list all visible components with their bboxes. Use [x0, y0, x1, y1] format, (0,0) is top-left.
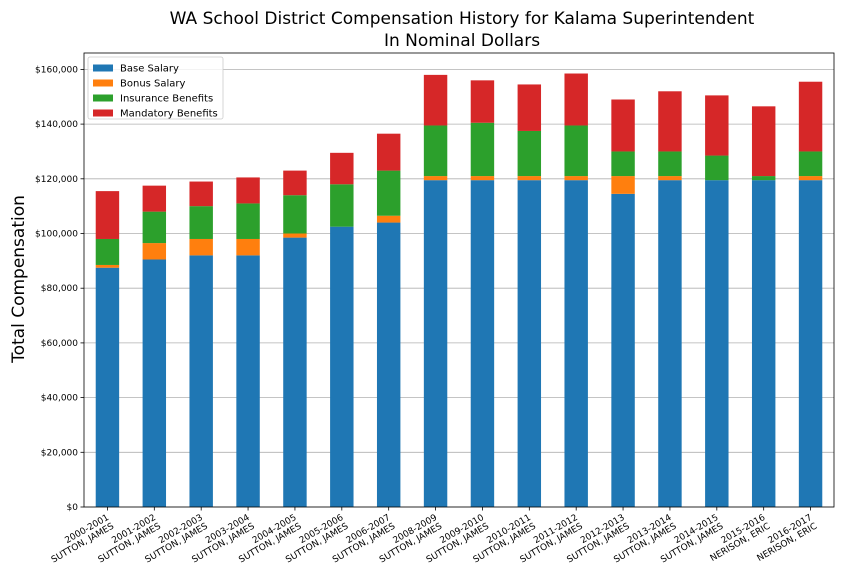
bar-insurance-benefits	[236, 203, 260, 239]
bar-mandatory-benefits	[705, 95, 729, 156]
bar-insurance-benefits	[189, 206, 213, 239]
bar-base-salary	[236, 255, 260, 507]
bar-base-salary	[798, 180, 823, 508]
y-tick-label: $120,000	[35, 175, 78, 185]
legend-label: Mandatory Benefits	[120, 109, 218, 120]
y-tick-label: $0	[67, 503, 79, 513]
bar-bonus-salary	[470, 176, 495, 181]
bar-bonus-salary	[611, 176, 635, 194]
bar-bonus-salary	[283, 233, 307, 238]
bar-insurance-benefits	[330, 184, 354, 227]
bar-bonus-salary	[189, 238, 213, 256]
bar-base-salary	[658, 180, 682, 508]
bar-insurance-benefits	[376, 170, 401, 216]
bar-insurance-benefits	[142, 211, 167, 244]
bar-mandatory-benefits	[283, 170, 307, 196]
y-tick-label: $140,000	[35, 120, 78, 130]
legend-label: Insurance Benefits	[120, 94, 213, 105]
bars	[95, 73, 823, 508]
bar-base-salary	[517, 180, 542, 508]
bar-bonus-salary	[564, 176, 588, 181]
legend-swatch	[93, 79, 113, 87]
bar-insurance-benefits	[517, 130, 542, 177]
bar-insurance-benefits	[751, 176, 776, 181]
bar-base-salary	[142, 259, 167, 507]
bar-base-salary	[376, 222, 401, 507]
bar-base-salary	[95, 267, 120, 507]
legend-swatch	[93, 64, 113, 72]
legend: Base Salary Bonus Salary Insurance Benefit…	[87, 56, 224, 120]
y-axis-label: Total Compensation	[9, 195, 29, 364]
bar-mandatory-benefits	[95, 191, 120, 239]
y-axis-ticks: $0 $20,000 $40,000 $60,000 $80,000 $100,000 $1…	[35, 65, 84, 513]
bar-mandatory-benefits	[236, 177, 260, 204]
bar-insurance-benefits	[611, 151, 635, 177]
bar-insurance-benefits	[798, 151, 823, 177]
bar-mandatory-benefits	[751, 106, 776, 177]
bar-mandatory-benefits	[517, 84, 542, 131]
bar-bonus-salary	[95, 264, 120, 268]
y-tick-label: $160,000	[35, 65, 78, 75]
bar-base-salary	[751, 180, 776, 508]
y-tick-label: $80,000	[41, 284, 78, 294]
legend-label: Base Salary	[120, 64, 179, 75]
bar-bonus-salary	[658, 176, 682, 181]
bar-bonus-salary	[423, 176, 448, 181]
bar-mandatory-benefits	[142, 185, 167, 212]
bar-base-salary	[705, 180, 729, 508]
bar-base-salary	[330, 226, 354, 507]
y-tick-label: $60,000	[41, 339, 78, 349]
bar-bonus-salary	[142, 243, 167, 260]
legend-label: Bonus Salary	[120, 79, 186, 90]
bar-bonus-salary	[376, 215, 401, 223]
bar-bonus-salary	[517, 176, 542, 181]
bar-base-salary	[283, 237, 307, 507]
bar-mandatory-benefits	[798, 81, 823, 152]
bar-insurance-benefits	[705, 155, 729, 181]
bar-insurance-benefits	[658, 151, 682, 177]
legend-box	[87, 56, 224, 120]
y-tick-label: $20,000	[41, 448, 78, 458]
bar-mandatory-benefits	[423, 74, 448, 126]
bar-base-salary	[564, 180, 588, 508]
bar-mandatory-benefits	[330, 152, 354, 185]
bar-mandatory-benefits	[189, 181, 213, 207]
bar-mandatory-benefits	[376, 133, 401, 171]
bar-base-salary	[189, 255, 213, 507]
bar-base-salary	[423, 180, 448, 508]
bar-insurance-benefits	[470, 122, 495, 177]
bar-base-salary	[470, 180, 495, 508]
bar-base-salary	[611, 193, 635, 507]
bar-insurance-benefits	[564, 125, 588, 177]
bar-insurance-benefits	[95, 238, 120, 265]
bar-bonus-salary	[236, 238, 260, 256]
legend-swatch	[93, 94, 113, 102]
bar-mandatory-benefits	[564, 73, 588, 126]
bar-insurance-benefits	[423, 125, 448, 177]
chart-subtitle: In Nominal Dollars	[384, 31, 540, 51]
bar-mandatory-benefits	[470, 80, 495, 123]
bar-bonus-salary	[798, 176, 823, 181]
chart-title: WA School District Compensation History …	[170, 9, 755, 29]
bar-mandatory-benefits	[658, 91, 682, 152]
bar-mandatory-benefits	[611, 99, 635, 152]
y-tick-label: $100,000	[35, 230, 78, 240]
plot-area-frame	[83, 52, 835, 508]
y-tick-label: $40,000	[41, 394, 78, 404]
legend-swatch	[93, 109, 113, 117]
bar-insurance-benefits	[283, 195, 307, 234]
